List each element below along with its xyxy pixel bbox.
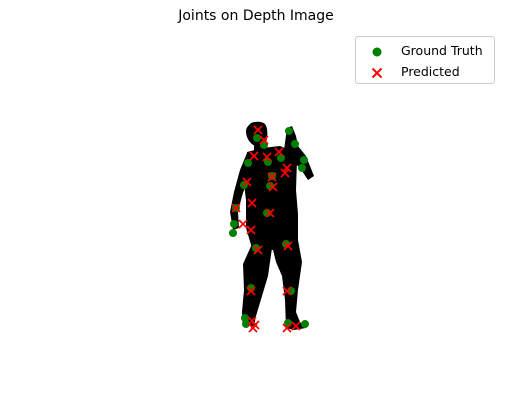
ground-truth-point-6 (298, 164, 306, 172)
predicted-points (231, 125, 301, 333)
predicted-point-12 (238, 219, 248, 229)
legend-x-marker-icon (371, 67, 383, 79)
ground-truth-point-20 (241, 314, 249, 322)
ground-truth-point-5 (300, 156, 308, 164)
predicted-point-14 (265, 208, 275, 218)
predicted-point-9 (268, 182, 278, 192)
ground-truth-point-0 (253, 134, 261, 142)
predicted-point-22 (282, 323, 292, 333)
legend-label-ground-truth: Ground Truth (401, 43, 483, 58)
predicted-point-1 (259, 135, 269, 145)
ground-truth-point-23 (301, 320, 309, 328)
predicted-point-3 (262, 152, 272, 162)
predicted-point-4 (249, 151, 259, 161)
legend-label-predicted: Predicted (401, 64, 460, 79)
predicted-point-18 (282, 286, 292, 296)
predicted-point-5 (282, 163, 292, 173)
depth-silhouette (230, 121, 314, 330)
predicted-point-16 (283, 241, 293, 251)
predicted-point-15 (253, 245, 263, 255)
predicted-point-6 (280, 168, 290, 178)
ground-truth-point-13 (230, 220, 238, 228)
predicted-point-11 (231, 203, 241, 213)
ground-truth-point-7 (244, 159, 252, 167)
predicted-point-17 (246, 286, 256, 296)
predicted-point-21 (248, 323, 258, 333)
ground-truth-point-21 (242, 320, 250, 328)
predicted-point-13 (246, 225, 256, 235)
legend-item-ground-truth: Ground Truth (356, 41, 496, 61)
ground-truth-point-3 (291, 140, 299, 148)
predicted-point-0 (253, 125, 263, 135)
predicted-point-7 (267, 172, 277, 182)
legend-item-predicted: Predicted (356, 62, 496, 82)
ground-truth-point-14 (229, 229, 237, 237)
legend: Ground Truth Predicted (355, 36, 495, 84)
predicted-point-23 (291, 321, 301, 331)
legend-circle-marker-icon (372, 47, 382, 57)
chart-title: Joints on Depth Image (178, 8, 334, 24)
ground-truth-point-2 (285, 127, 293, 135)
predicted-point-10 (247, 198, 257, 208)
predicted-point-8 (242, 177, 252, 187)
predicted-point-2 (274, 147, 284, 157)
